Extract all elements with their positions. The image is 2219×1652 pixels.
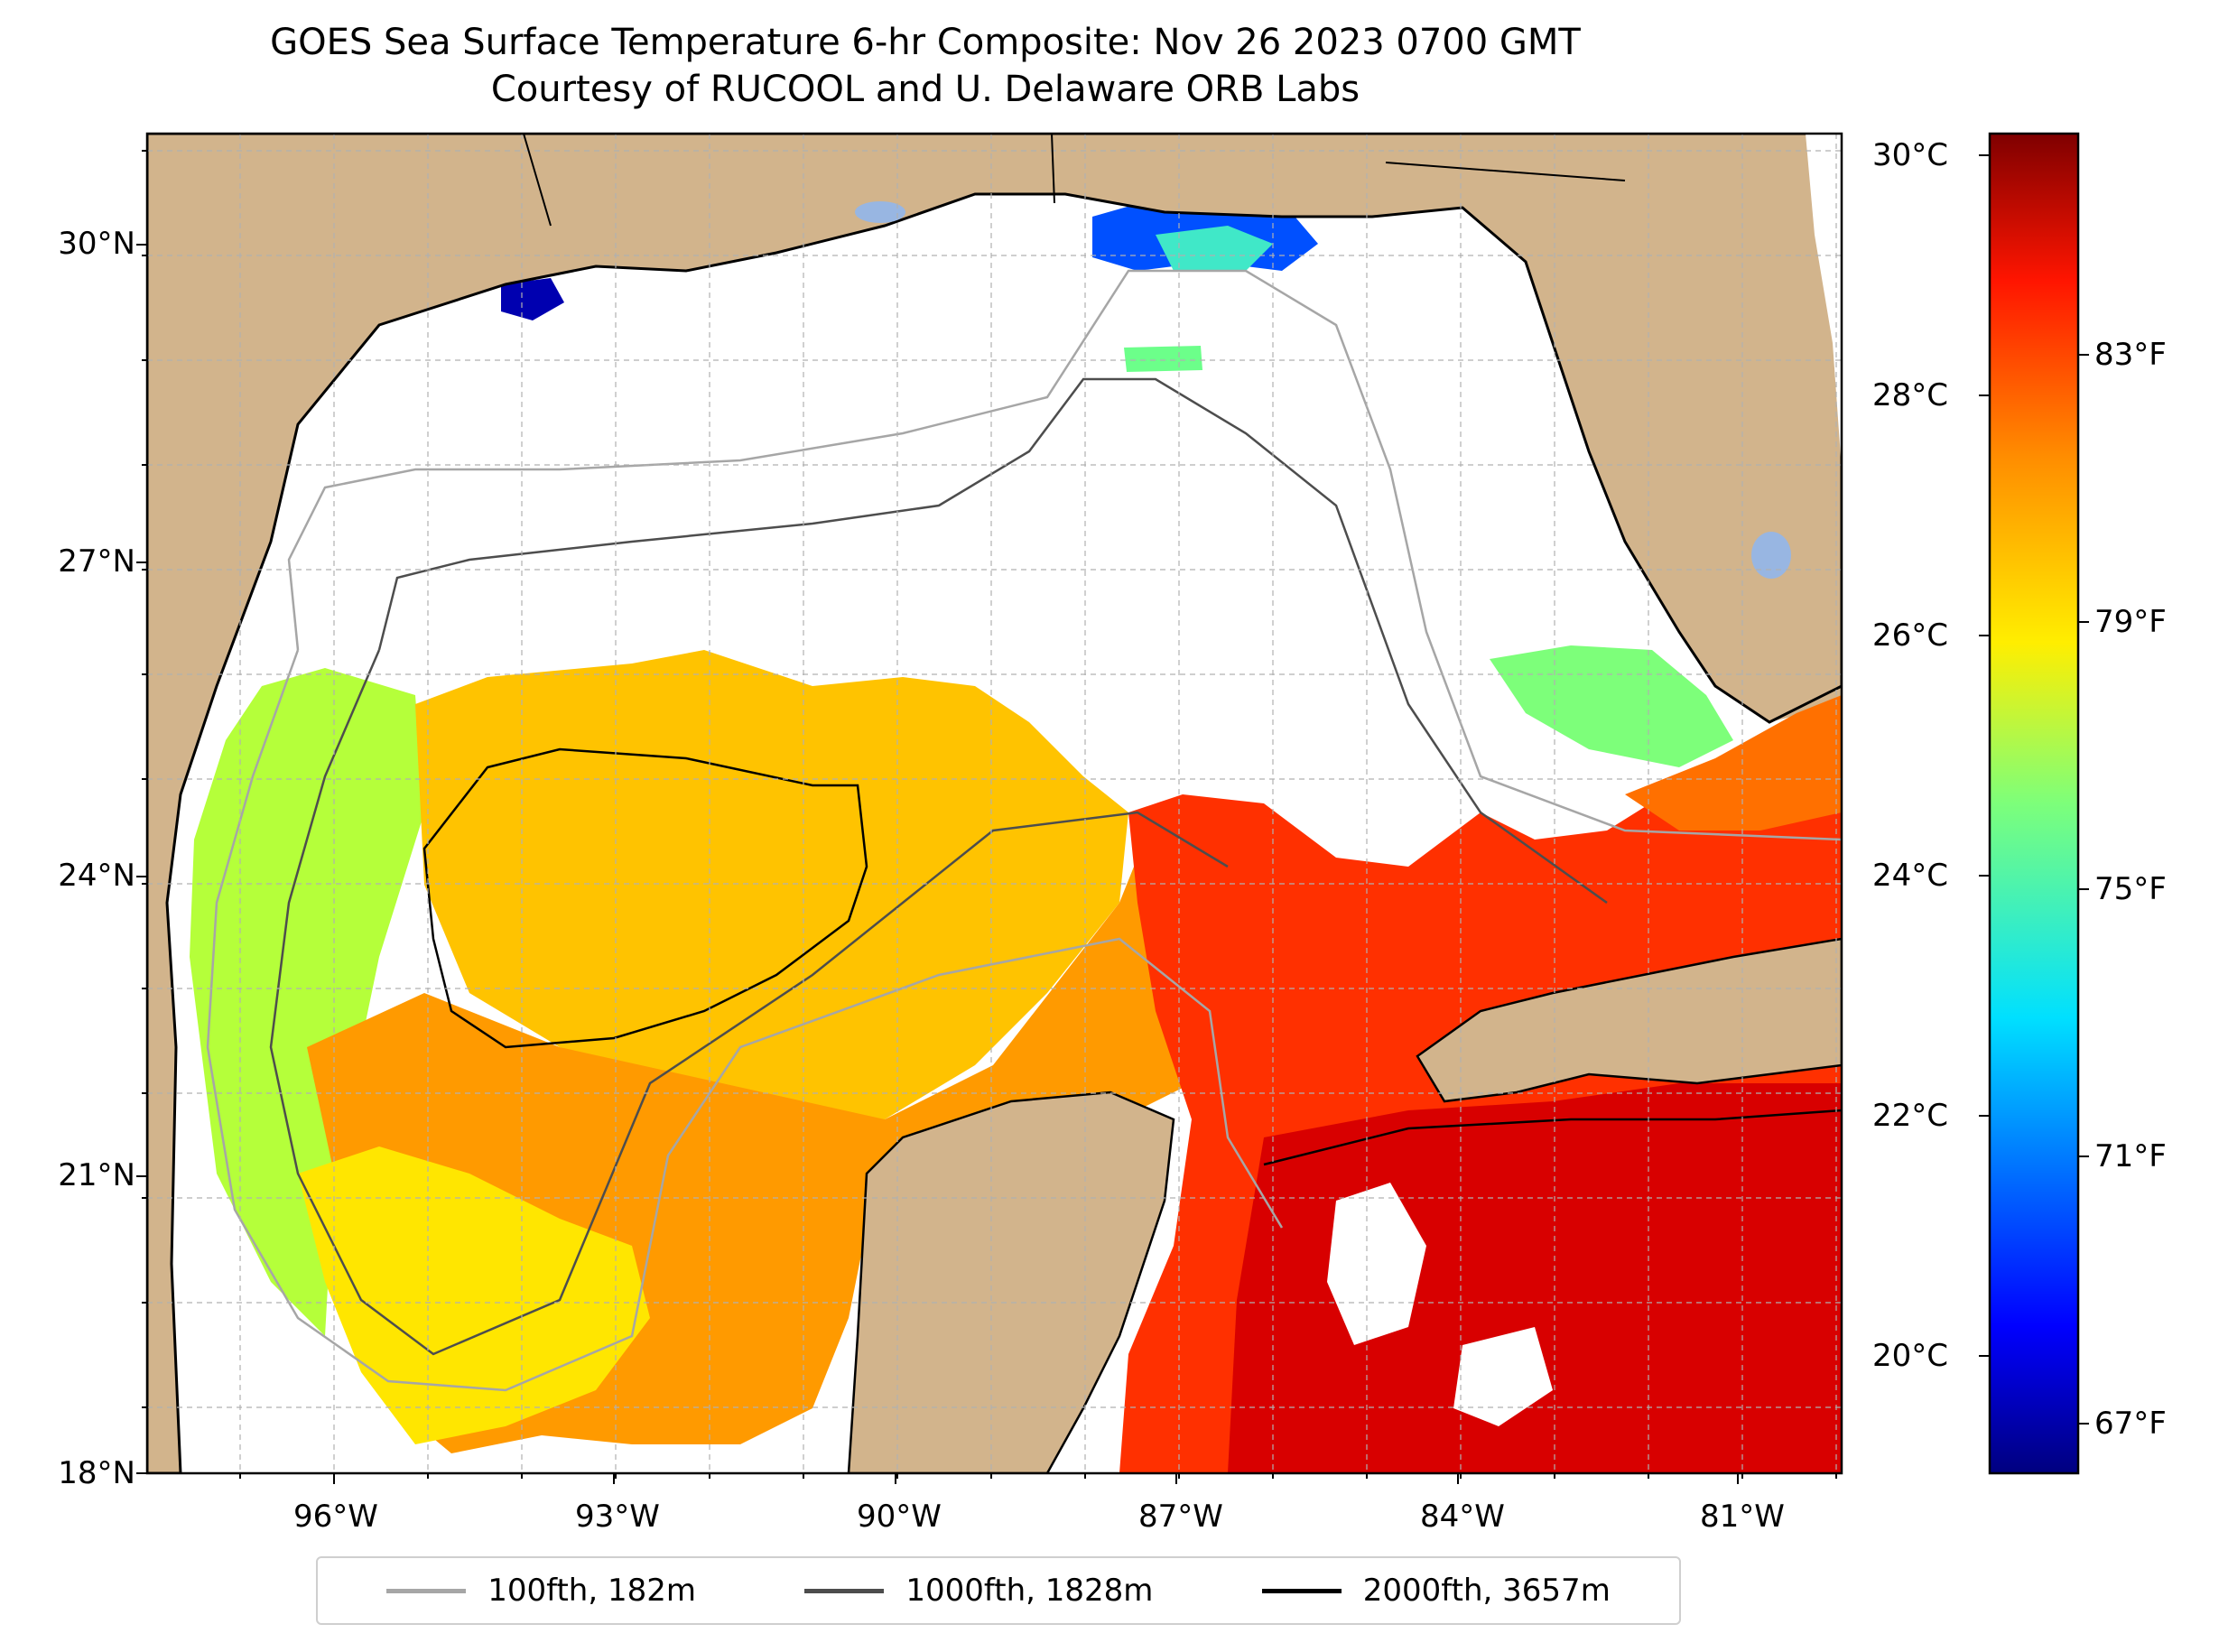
cb-fahrenheit-71: 71°F [2094, 1138, 2167, 1174]
cloud-gap-caribbean [1327, 1183, 1426, 1345]
lon-label-90w: 90°W [857, 1499, 942, 1535]
lat-label-18n: 18°N [58, 1455, 135, 1491]
map-title-line2: Courtesy of RUCOOL and U. Delaware ORB L… [490, 69, 1360, 110]
yucatan-peninsula [847, 1091, 1175, 1473]
legend-label-100fth: 100fth, 182m [487, 1573, 696, 1609]
legend-label-1000fth: 1000fth, 1828m [905, 1573, 1154, 1609]
cb-celsius-20: 20°C [1872, 1338, 1949, 1374]
sst-central-gulf [415, 650, 1128, 1119]
colorbar-ticks [1979, 154, 2089, 1425]
map-frame [145, 132, 1843, 1475]
cb-fahrenheit-83: 83°F [2094, 337, 2167, 373]
lon-label-96w: 96°W [293, 1499, 378, 1535]
legend-swatch-100fth [386, 1588, 467, 1593]
map-title-line1: GOES Sea Surface Temperature 6-hr Compos… [270, 22, 1581, 63]
lake-pontchartrain [855, 201, 905, 223]
cb-celsius-26: 26°C [1872, 617, 1949, 654]
contour-1000fth [377, 377, 1608, 905]
contour-2000fth [422, 747, 868, 1049]
cb-celsius-30: 30°C [1872, 137, 1949, 173]
cb-fahrenheit-75: 75°F [2094, 871, 2167, 907]
legend-item-1000fth: 1000fth, 1828m [804, 1573, 1153, 1609]
lat-label-24n: 24°N [58, 858, 135, 894]
cb-fahrenheit-79: 79°F [2094, 604, 2167, 640]
sst-florida-straits-orange [1625, 695, 1842, 831]
cb-celsius-22: 22°C [1872, 1098, 1949, 1134]
legend-item-2000fth: 2000fth, 3657m [1261, 1573, 1611, 1609]
lon-label-87w: 87°W [1138, 1499, 1223, 1535]
legend-item-100fth: 100fth, 182m [386, 1573, 696, 1609]
cb-fahrenheit-67: 67°F [2094, 1406, 2167, 1442]
lon-label-93w: 93°W [575, 1499, 660, 1535]
lat-label-27n: 27°N [58, 543, 135, 580]
sst-western-shelf [190, 668, 424, 1336]
cb-celsius-24: 24°C [1872, 858, 1949, 894]
sst-florida-shelf [1490, 645, 1733, 767]
contour-100fth [287, 269, 1842, 841]
sst-straits-deep-red [1228, 1083, 1842, 1473]
state-border [523, 134, 1626, 227]
northern-coast [147, 134, 1842, 1473]
lat-label-21n: 21°N [58, 1157, 135, 1193]
sst-green-patch [1124, 346, 1202, 372]
cb-celsius-28: 28°C [1872, 377, 1949, 413]
gridlines [147, 134, 1842, 1473]
sst-north-shelf-cyan [1156, 226, 1273, 271]
lon-label-84w: 84°W [1420, 1499, 1505, 1535]
sst-bay-of-campeche [298, 1146, 650, 1444]
atlantic-water [1806, 134, 1842, 469]
contour-2000fth-caribbean [1263, 1109, 1842, 1166]
sst-cold-bay [501, 278, 564, 320]
colorbar [1988, 132, 2080, 1475]
lake-okeechobee [1751, 532, 1791, 579]
lat-label-30n: 30°N [58, 226, 135, 262]
lon-label-81w: 81°W [1700, 1499, 1785, 1535]
cuba-island [1416, 937, 1842, 1103]
map-tickmarks [136, 150, 1837, 1484]
cloud-gap-south [1453, 1327, 1553, 1426]
legend-swatch-1000fth [804, 1588, 885, 1593]
contour-1000fth-west [269, 649, 1229, 1356]
contour-100fth-west [206, 649, 1284, 1392]
legend-swatch-2000fth [1261, 1588, 1342, 1593]
bathymetry-legend: 100fth, 182m 1000fth, 1828m 2000fth, 365… [316, 1556, 1681, 1625]
legend-label-2000fth: 2000fth, 3657m [1362, 1573, 1611, 1609]
